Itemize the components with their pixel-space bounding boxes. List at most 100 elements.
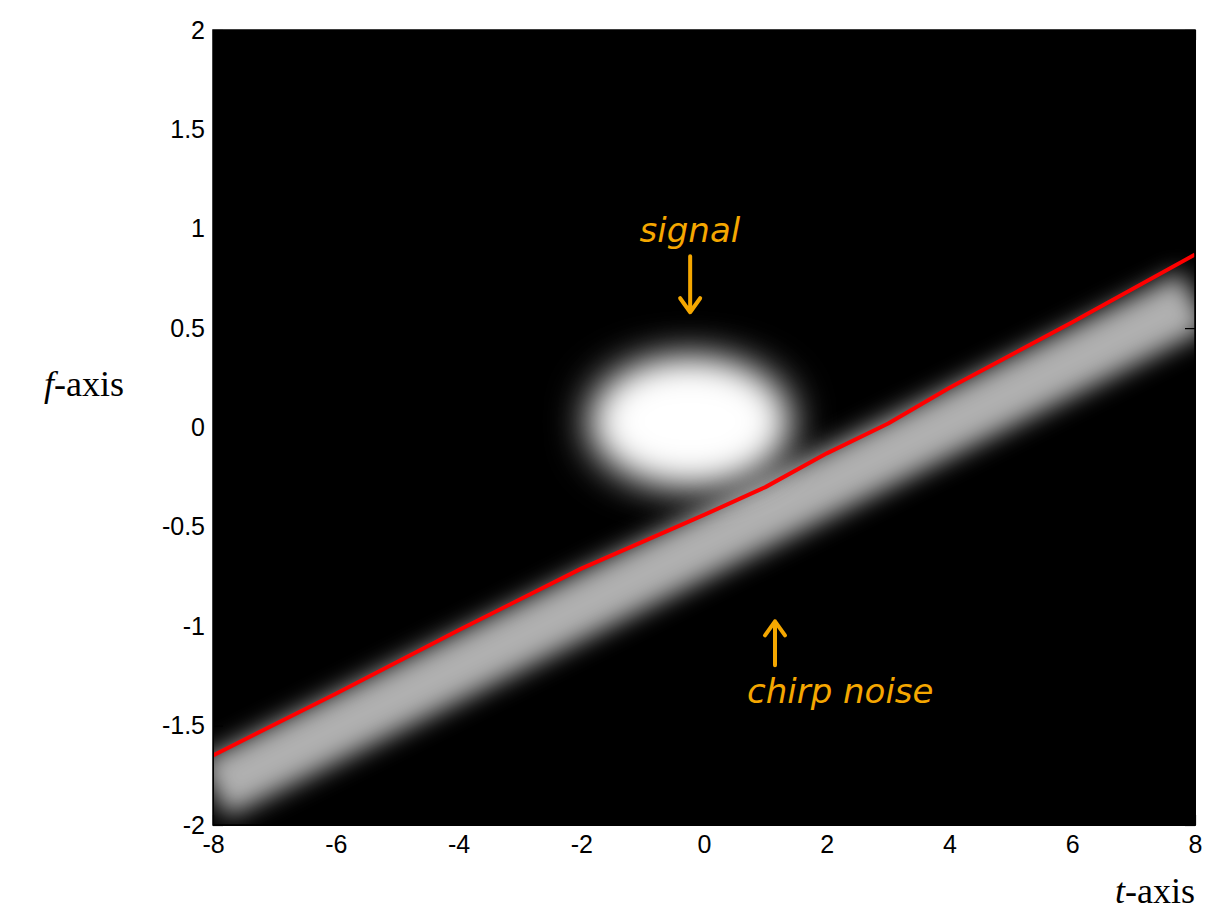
tick-mark [1072, 30, 1073, 40]
tick [213, 30, 214, 40]
tick-mark [949, 815, 950, 825]
tick-mark [1185, 427, 1195, 428]
tick: -2 [571, 815, 593, 858]
tick [1185, 229, 1195, 230]
tick-mark [581, 30, 582, 40]
tick-mark [1185, 30, 1195, 31]
tick-mark [213, 726, 223, 727]
tick-mark [1185, 726, 1195, 727]
tick-label: -6 [325, 830, 347, 858]
tick-label: 0 [191, 413, 205, 441]
tick: 2 [820, 815, 834, 858]
red-line [213, 255, 1195, 756]
tick-mark [213, 129, 223, 130]
tick-mark [827, 30, 828, 40]
annotation: chirp noise [747, 671, 934, 711]
tick [1185, 428, 1195, 429]
tick-mark [1185, 626, 1195, 627]
tick-label: 6 [1066, 830, 1080, 858]
tick-label: 2 [820, 830, 834, 858]
tick [1185, 129, 1195, 130]
tick-mark [213, 328, 223, 329]
tick: -0.5 [162, 512, 223, 540]
tick [581, 30, 582, 40]
tick: 0 [698, 815, 712, 858]
tick [1185, 30, 1195, 31]
tick-mark [1185, 825, 1195, 826]
tick [1185, 626, 1195, 627]
chart: -8 -6 -4 -2 0 2 4 6 8 -2 -1.5 -1 -0.5 0 0.5 1 1.5 2 f-axis… [0, 0, 1207, 917]
tick-mark [213, 427, 223, 428]
tick-mark [1185, 229, 1195, 230]
axis-line [1195, 31, 1196, 826]
annotation-arrow [680, 256, 700, 312]
tick-mark [704, 30, 705, 40]
tick-mark [949, 30, 950, 40]
tick-mark [458, 815, 459, 825]
tick-label: 8 [1189, 830, 1203, 858]
y-axis-right [1185, 31, 1196, 826]
tick: 4 [943, 815, 957, 858]
tick: 6 [1066, 815, 1080, 858]
tick-mark [1072, 815, 1073, 825]
tick [827, 30, 828, 40]
tick [1072, 30, 1073, 40]
tick-mark [458, 30, 459, 40]
tick-mark [1185, 328, 1195, 329]
tick-mark [213, 825, 223, 826]
tick-mark [213, 229, 223, 230]
tick: -1 [183, 612, 223, 640]
tick-mark [336, 815, 337, 825]
tick-mark [581, 815, 582, 825]
axis-line [214, 825, 1196, 826]
tick: 1.5 [170, 115, 223, 143]
tick-label: -4 [448, 830, 470, 858]
tick-label: -1.5 [162, 711, 205, 739]
y-axis-title: f-axis [44, 364, 124, 404]
tick-label: -8 [202, 830, 224, 858]
tick-label: 0 [698, 830, 712, 858]
signal-blob [592, 362, 788, 481]
chirp-noise-band [213, 300, 1195, 789]
x-axis: -8 -6 -4 -2 0 2 4 6 8 [202, 815, 1202, 858]
x-axis-title: t-axis [1115, 871, 1195, 911]
tick-mark [213, 527, 223, 528]
plot-area [213, 30, 1195, 825]
tick [459, 30, 460, 40]
tick-label: 1.5 [170, 115, 205, 143]
tick-label: -1 [183, 612, 205, 640]
tick-label: 1 [191, 214, 205, 242]
tick: 0 [191, 413, 223, 441]
tick [1185, 825, 1195, 826]
signal-blob [606, 371, 773, 472]
tick-label: -2 [183, 811, 205, 839]
tick-mark [704, 815, 705, 825]
tick [336, 30, 337, 40]
tick [1185, 527, 1195, 528]
tick [950, 30, 951, 40]
x-axis-top [214, 30, 1196, 40]
tick: 2 [191, 16, 223, 44]
tick: 0.5 [170, 314, 223, 342]
annotation-arrow [765, 621, 785, 665]
tick: -1.5 [162, 711, 223, 739]
y-axis: -2 -1.5 -1 -0.5 0 0.5 1 1.5 2 [162, 16, 223, 839]
tick-mark [213, 626, 223, 627]
tick-mark [1185, 527, 1195, 528]
tick-label: 0.5 [170, 314, 205, 342]
plot-frame [213, 30, 1195, 825]
annotation: signal [640, 210, 741, 250]
tick [1185, 328, 1195, 329]
tick: -6 [325, 815, 347, 858]
tick-mark [336, 30, 337, 40]
tick [1185, 726, 1195, 727]
tick: 1 [191, 214, 223, 242]
plot-background [213, 30, 1195, 825]
tick: -4 [448, 815, 470, 858]
tick-mark [827, 815, 828, 825]
tick: -2 [183, 811, 223, 839]
tick-label: -0.5 [162, 512, 205, 540]
tick-label: 4 [943, 830, 957, 858]
tick [704, 30, 705, 40]
tick-mark [213, 30, 214, 40]
